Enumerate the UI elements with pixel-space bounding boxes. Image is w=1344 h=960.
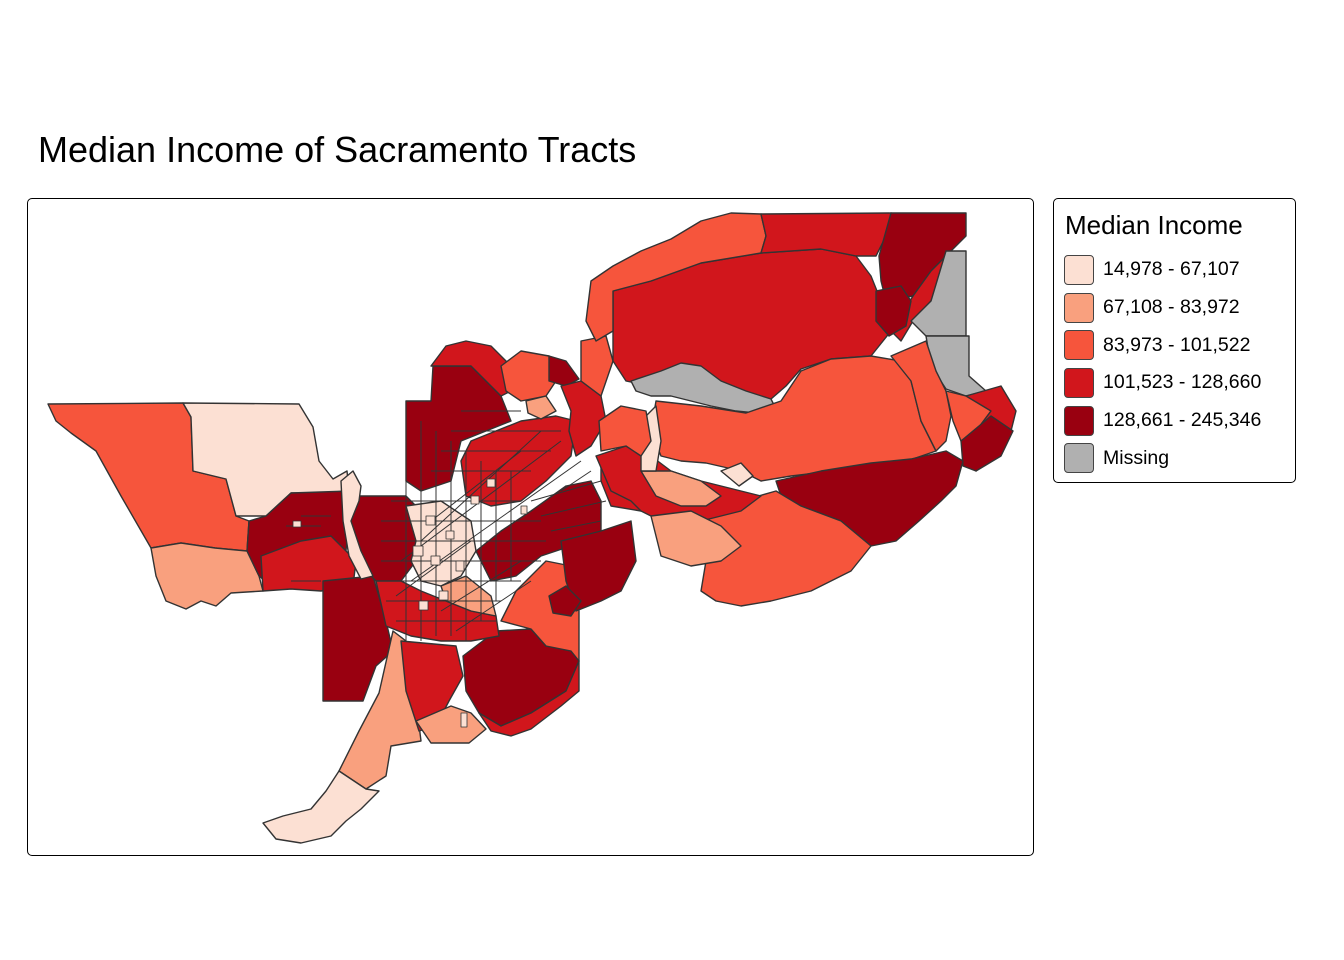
legend-swatch (1064, 367, 1094, 398)
tract-south-tail (262, 770, 380, 844)
legend-title: Median Income (1065, 210, 1243, 240)
tract-southwest (150, 542, 264, 610)
legend-item: 83,973 - 101,522 (1064, 326, 1261, 364)
legend-swatch (1064, 254, 1094, 285)
choropleth-map (47, 212, 1017, 844)
legend-swatch (1064, 405, 1094, 436)
tract-north-pale-small (525, 395, 557, 420)
tract-far-east-dark (960, 415, 1014, 472)
legend-label: 83,973 - 101,522 (1103, 333, 1251, 356)
tract-central-north-dark (405, 365, 512, 492)
legend-swatch (1064, 443, 1094, 474)
legend-label: Missing (1103, 446, 1170, 469)
legend-items: 14,978 - 67,107 67,108 - 83,972 83,973 -… (1064, 251, 1261, 477)
legend-item: Missing (1064, 439, 1261, 477)
map-panel (27, 198, 1034, 856)
legend-swatch (1064, 330, 1094, 361)
tract-southeast-red (478, 660, 580, 737)
legend-item: 14,978 - 67,107 (1064, 251, 1261, 289)
legend: Median Income 14,978 - 67,107 67,108 - 8… (1053, 198, 1296, 483)
tract-northeast-dark-small (875, 285, 912, 337)
legend-swatch (1064, 292, 1094, 323)
urban-small-tracts (292, 478, 528, 728)
tract-mid-orange (598, 405, 652, 457)
tract-south-light (415, 705, 487, 744)
tract-south-east-orange (500, 560, 580, 662)
legend-label: 67,108 - 83,972 (1103, 296, 1240, 319)
tract-north-top-red (760, 212, 892, 257)
legend-item: 128,661 - 245,346 (1064, 402, 1261, 440)
tract-south-large (322, 575, 394, 702)
map-title: Median Income of Sacramento Tracts (38, 129, 637, 170)
legend-label: 101,523 - 128,660 (1103, 371, 1262, 394)
tract-east-small-dark (548, 585, 582, 617)
tract-southeast-big-orange (700, 490, 872, 607)
tract-east-central-pale-2 (650, 510, 742, 567)
tract-east-pale-small (720, 462, 754, 487)
tract-north-dark-small (548, 355, 580, 387)
tract-east-central-pale (640, 470, 722, 507)
tract-east-orange-2 (890, 340, 952, 452)
tract-downtown-core (375, 580, 500, 642)
legend-item: 67,108 - 83,972 (1064, 289, 1261, 327)
legend-label: 128,661 - 245,346 (1103, 409, 1262, 432)
legend-item: 101,523 - 128,660 (1064, 364, 1261, 402)
tract-north-orange-small (500, 350, 557, 402)
tract-river-light (340, 470, 374, 580)
legend-label: 14,978 - 67,107 (1103, 258, 1240, 281)
